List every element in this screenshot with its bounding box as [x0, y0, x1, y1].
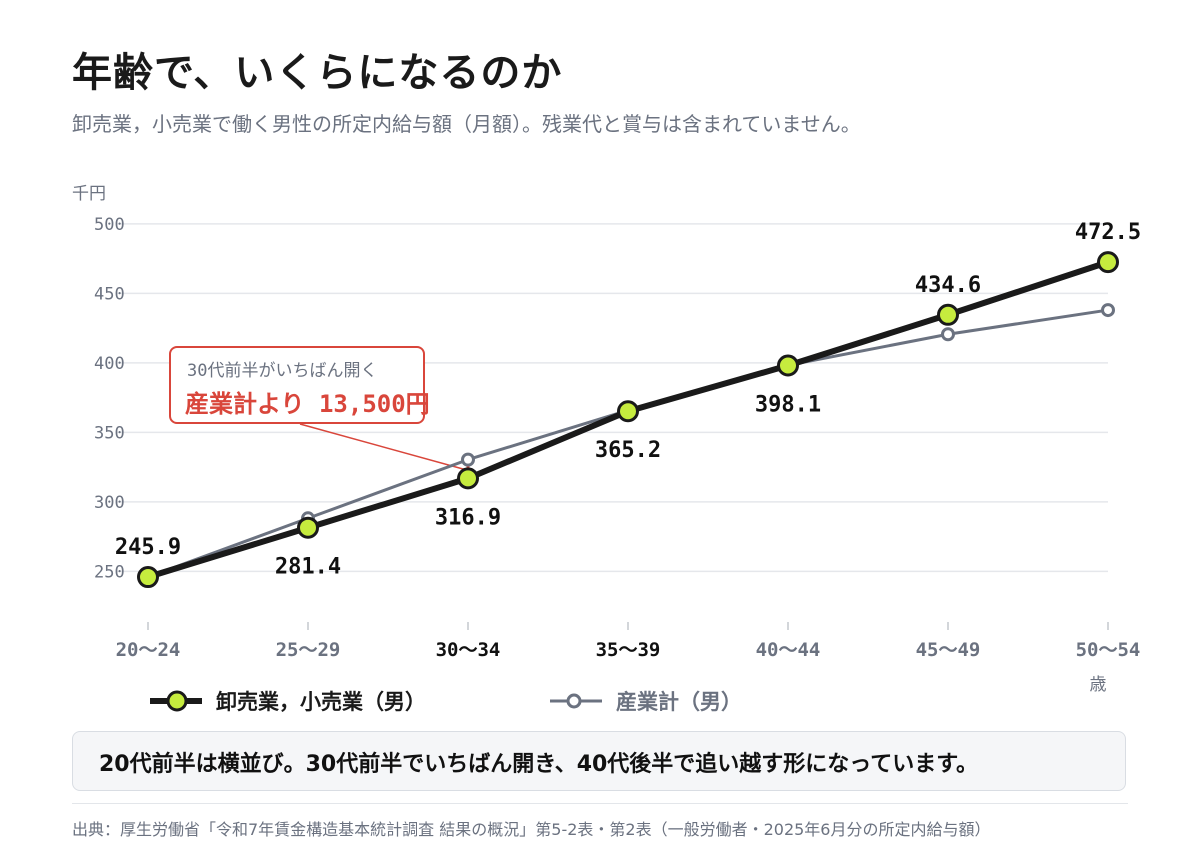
data-label: 281.4: [275, 555, 341, 580]
y-tick-label: 400: [94, 354, 125, 374]
y-tick-label: 450: [94, 284, 125, 304]
legend-compare-label: 産業計（男）: [616, 690, 742, 714]
page-subtitle: 卸売業，小売業で働く男性の所定内給与額（月額）。残業代と賞与は含まれていません。: [72, 112, 861, 136]
x-tick-label: 25〜29: [276, 639, 341, 661]
data-label: 365.2: [595, 438, 661, 463]
data-label: 472.5: [1075, 220, 1141, 245]
main-point: [777, 354, 799, 377]
x-tick-label: 40〜44: [756, 639, 821, 661]
legend-main-swatch: [150, 690, 202, 712]
x-tick-label: 20〜24: [116, 639, 181, 661]
y-tick-label: 350: [94, 423, 125, 443]
legend-item-compare: 産業計（男）: [548, 686, 742, 716]
legend-compare-swatch: [550, 693, 602, 709]
main-point: [1097, 251, 1119, 274]
compare-point: [461, 452, 475, 467]
x-axis-label: 歳: [1090, 675, 1107, 695]
x-tick-label: 50〜54: [1076, 639, 1141, 661]
main-point: [937, 303, 959, 326]
summary-text: 20代前半は横並び。30代前半でいちばん開き、40代後半で追い越す形になっていま…: [99, 752, 979, 777]
main-point: [457, 467, 479, 490]
callout-connector: [299, 423, 469, 472]
summary-box: 20代前半は横並び。30代前半でいちばん開き、40代後半で追い越す形になっていま…: [72, 731, 1126, 791]
legend-item-main: 卸売業，小売業（男）: [148, 686, 426, 716]
data-label: 398.1: [755, 393, 821, 418]
y-tick-label: 500: [94, 215, 125, 235]
x-tick-label: 35〜39: [596, 639, 661, 661]
callout-box: 30代前半がいちばん開く 産業計より 13,500円: [169, 346, 430, 424]
source-note: 出典：厚生労働省「令和7年賃金構造基本統計調査 結果の概況」第5-2表・第2表（…: [72, 820, 991, 839]
legend-main-marker: [166, 690, 188, 712]
main-point: [297, 516, 319, 539]
legend-main-label: 卸売業，小売業（男）: [216, 690, 426, 714]
compare-point: [1101, 303, 1115, 318]
y-axis-label: 千円: [72, 184, 106, 204]
y-tick-label: 300: [94, 493, 125, 513]
main-point: [137, 566, 159, 589]
data-label: 245.9: [115, 535, 181, 560]
x-tick-label: 30〜34: [436, 639, 501, 661]
legend-compare-marker: [566, 693, 582, 709]
main-point: [617, 400, 639, 423]
callout-heading: 30代前半がいちばん開く: [187, 361, 378, 381]
y-tick-label: 250: [94, 562, 125, 582]
data-label: 434.6: [915, 273, 981, 298]
callout-difference: 産業計より 13,500円: [185, 390, 430, 418]
page-title: 年齢で、いくらになるのか: [72, 50, 563, 96]
data-label: 316.9: [435, 505, 501, 530]
source-divider: [72, 803, 1128, 804]
x-tick-label: 45〜49: [916, 639, 981, 661]
compare-point: [941, 327, 955, 342]
